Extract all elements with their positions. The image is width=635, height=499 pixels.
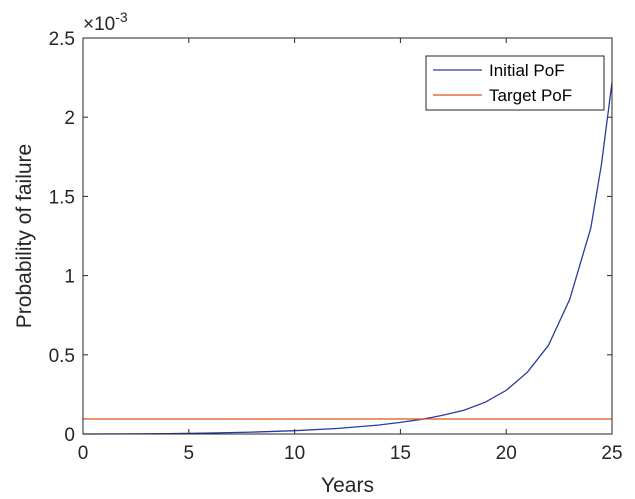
x-ticks-group: 0 5 10 15 20 25: [78, 38, 623, 464]
legend-label-initial-pof: Initial PoF: [489, 61, 565, 80]
y-exponent-label: ×10-3: [83, 9, 128, 35]
legend-label-target-pof: Target PoF: [489, 86, 572, 105]
x-tick-label: 5: [184, 443, 195, 464]
plot-area-border: [82, 37, 613, 435]
x-tick-label: 15: [390, 443, 411, 464]
y-ticks-group: 0 0.5 1 1.5 2 2.5: [49, 29, 612, 446]
x-tick-label: 20: [496, 443, 517, 464]
legend: Initial PoF Target PoF: [425, 55, 605, 111]
series-group: [82, 82, 613, 435]
x-tick-label: 25: [601, 443, 622, 464]
series-line-initial-pof: [82, 82, 613, 435]
x-axis-label: Years: [321, 474, 374, 497]
x-tick-label: 10: [284, 443, 305, 464]
y-axis-label: Probability of failure: [13, 144, 36, 328]
y-tick-label: 0.5: [49, 346, 75, 367]
x-tick-label: 0: [78, 443, 89, 464]
y-tick-label: 0: [64, 425, 75, 446]
legend-box: [425, 55, 605, 111]
y-tick-label: 2.5: [49, 29, 75, 50]
y-tick-label: 2: [64, 108, 75, 129]
y-tick-label: 1: [64, 267, 75, 288]
y-tick-label: 1.5: [49, 187, 75, 208]
